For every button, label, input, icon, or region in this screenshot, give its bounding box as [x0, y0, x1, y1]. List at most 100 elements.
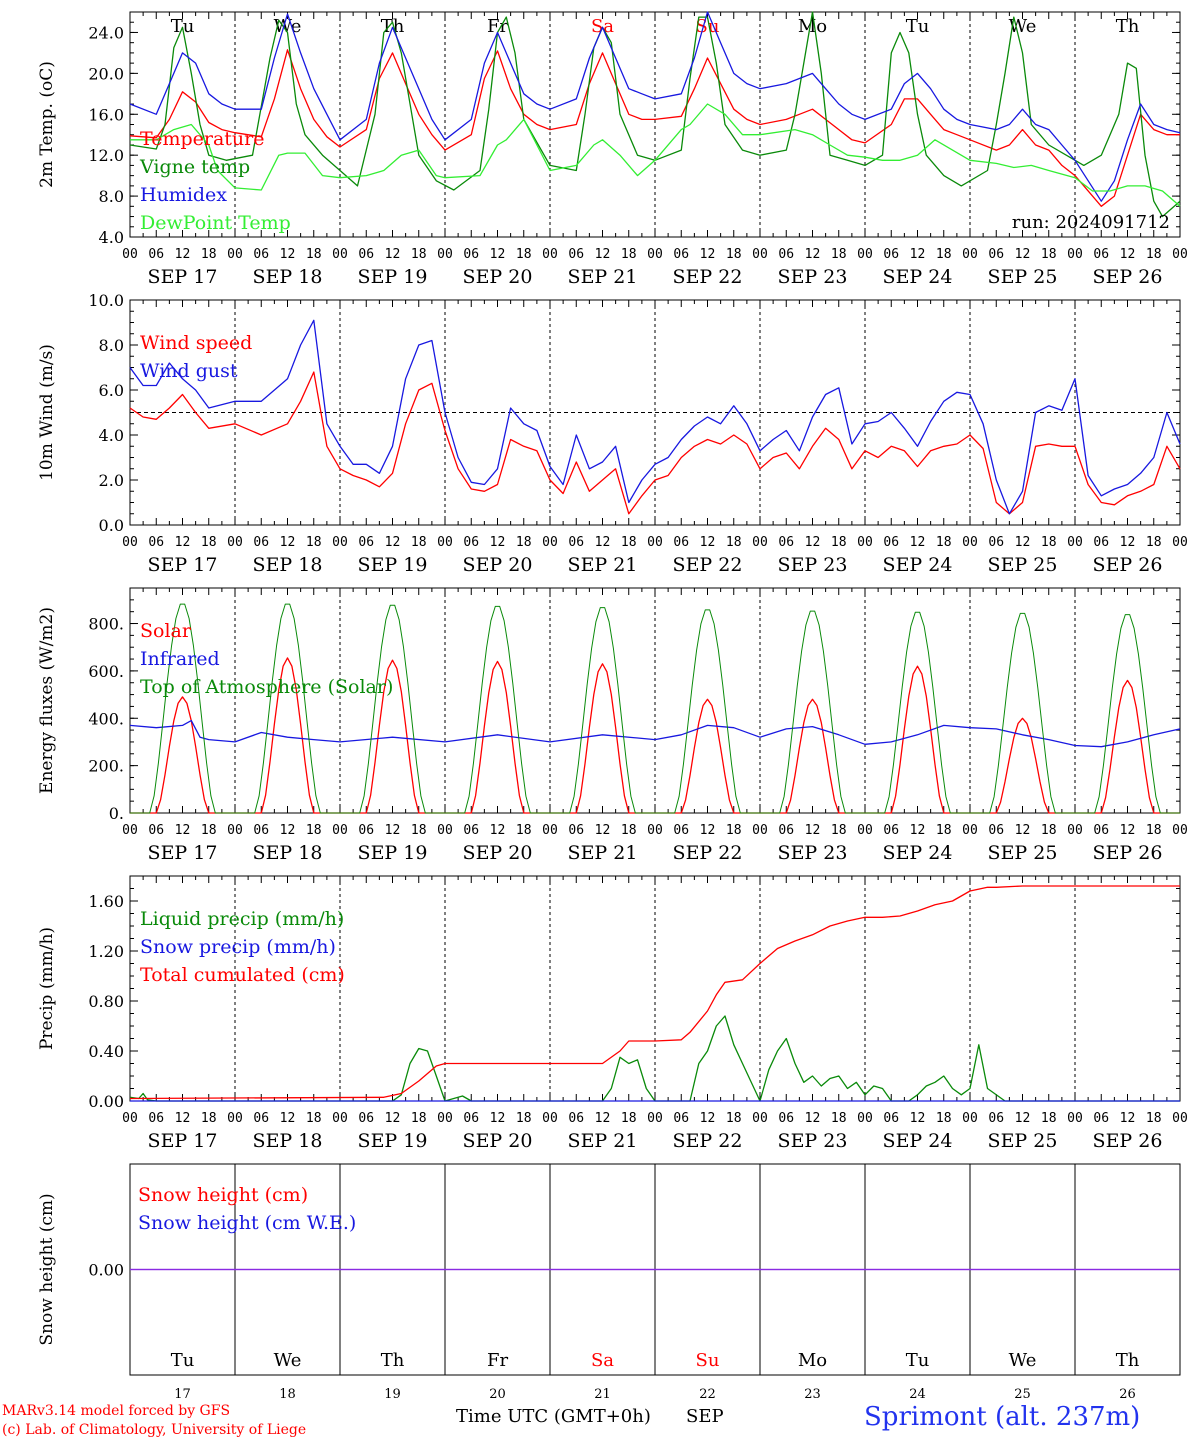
x-date-label: SEP 25 [988, 554, 1058, 576]
x-hour-label: 12 [910, 535, 926, 550]
x-date-label: SEP 22 [673, 266, 743, 288]
x-hour-label: 12 [700, 535, 716, 550]
x-hour-label: 00 [752, 247, 768, 262]
legend-entry: Snow height (cm W.E.) [138, 1212, 356, 1234]
x-hour-label: 18 [936, 535, 952, 550]
x-hour-label: 12 [805, 247, 821, 262]
x-day-number: 20 [489, 1387, 506, 1402]
x-date-label: SEP 26 [1093, 842, 1163, 864]
x-hour-label: 06 [778, 535, 794, 550]
y-axis-label: Energy fluxes (W/m2) [37, 607, 57, 794]
x-date-label: SEP 17 [148, 554, 218, 576]
x-hour-label: 06 [463, 1111, 479, 1126]
x-date-label: SEP 17 [148, 1130, 218, 1152]
x-hour-label: 12 [595, 535, 611, 550]
x-hour-label: 00 [332, 247, 348, 262]
x-hour-label: 06 [778, 1111, 794, 1126]
x-hour-label: 18 [306, 247, 322, 262]
x-date-label: SEP 20 [463, 266, 533, 288]
legend-entry: Liquid precip (mm/h) [140, 908, 344, 930]
day-name-label: We [1009, 1350, 1037, 1371]
day-name-label: We [274, 16, 302, 37]
x-hour-label: 06 [358, 823, 374, 838]
x-hour-label: 00 [1067, 823, 1083, 838]
x-date-label: SEP 21 [568, 554, 638, 576]
x-hour-label: 00 [437, 535, 453, 550]
x-hour-label: 06 [463, 823, 479, 838]
legend-entry: Solar [140, 620, 192, 642]
x-hour-label: 06 [568, 535, 584, 550]
series-line-wind-gust [129, 319, 1181, 515]
x-date-label: SEP 19 [358, 842, 428, 864]
x-hour-label: 06 [253, 823, 269, 838]
x-hour-label: 06 [358, 535, 374, 550]
y-tick-label: 8.0 [99, 336, 124, 355]
y-tick-label: 24.0 [88, 23, 124, 42]
panel-temp: 4.0 8.0 12.0 16.0 20.0 24.0 2m Temp. (oC) Tu We T… [37, 11, 1188, 288]
x-hour-label: 12 [1120, 1111, 1136, 1126]
x-hour-label: 06 [463, 535, 479, 550]
y-tick-label: 0.0 [99, 516, 124, 535]
x-day-number: 25 [1014, 1387, 1031, 1402]
x-hour-label: 18 [516, 823, 532, 838]
x-hour-label: 12 [700, 823, 716, 838]
x-hour-label: 18 [411, 535, 427, 550]
x-hour-label: 18 [411, 247, 427, 262]
x-date-label: SEP 18 [253, 1130, 323, 1152]
day-name-label: Th [1116, 1350, 1140, 1371]
series-line-wind-speed [129, 371, 1181, 515]
x-date-label: SEP 22 [673, 842, 743, 864]
x-hour-label: 18 [1146, 823, 1162, 838]
day-name-label: Th [381, 16, 405, 37]
x-day-number: 24 [909, 1387, 926, 1402]
x-hour-label: 00 [227, 1111, 243, 1126]
x-date-label: SEP 19 [358, 554, 428, 576]
x-date-label: SEP 24 [883, 266, 953, 288]
run-annotation: run: 2024091712 [1012, 212, 1170, 233]
x-hour-label: 12 [595, 1111, 611, 1126]
x-date-label: SEP 25 [988, 842, 1058, 864]
x-hour-label: 06 [358, 1111, 374, 1126]
x-hour-label: 00 [647, 247, 663, 262]
x-hour-label: 00 [227, 535, 243, 550]
x-day-number: 26 [1119, 1387, 1136, 1402]
x-hour-label: 12 [490, 247, 506, 262]
plot-frame [129, 587, 1181, 814]
x-hour-label: 18 [201, 823, 217, 838]
y-tick-label: 600. [88, 662, 124, 681]
legend-entry: Wind speed [140, 332, 252, 354]
day-name-label: We [274, 1350, 302, 1371]
panel-wind: 0.0 2.0 4.0 6.0 8.0 10.0 10m Wind (m/s) Wind sp… [37, 291, 1188, 576]
x-hour-label: 06 [988, 823, 1004, 838]
panel-precip: 0.00 0.40 0.80 1.20 1.60 Precip (mm/h) Liquid … [37, 875, 1188, 1152]
x-hour-label: 00 [542, 823, 558, 838]
x-hour-label: 18 [516, 1111, 532, 1126]
x-hour-label: 12 [700, 1111, 716, 1126]
x-hour-label: 00 [542, 247, 558, 262]
x-hour-label: 18 [1146, 535, 1162, 550]
day-name-label: We [1009, 16, 1037, 37]
y-tick-label: 200. [88, 757, 124, 776]
x-hour-label: 00 [1172, 823, 1188, 838]
x-hour-label: 12 [385, 247, 401, 262]
x-hour-label: 12 [490, 1111, 506, 1126]
x-hour-label: 06 [988, 1111, 1004, 1126]
x-hour-label: 12 [910, 823, 926, 838]
y-tick-label: 0.80 [88, 992, 124, 1011]
x-date-label: SEP 19 [358, 1130, 428, 1152]
x-hour-label: 06 [1093, 535, 1109, 550]
day-name-label: Su [696, 1350, 720, 1371]
day-name-label: Sa [591, 16, 614, 37]
series-line-dewpoint-temp [130, 103, 1181, 207]
x-hour-label: 12 [595, 823, 611, 838]
x-hour-label: 18 [1041, 823, 1057, 838]
day-name-label: Tu [171, 1350, 195, 1371]
day-name-label: Fr [487, 16, 508, 37]
day-name-label: Mo [798, 16, 827, 37]
x-date-label: SEP 17 [148, 842, 218, 864]
x-hour-label: 00 [122, 535, 138, 550]
legend-entry: Temperature [140, 128, 264, 150]
x-hour-label: 06 [148, 535, 164, 550]
x-hour-label: 00 [857, 823, 873, 838]
